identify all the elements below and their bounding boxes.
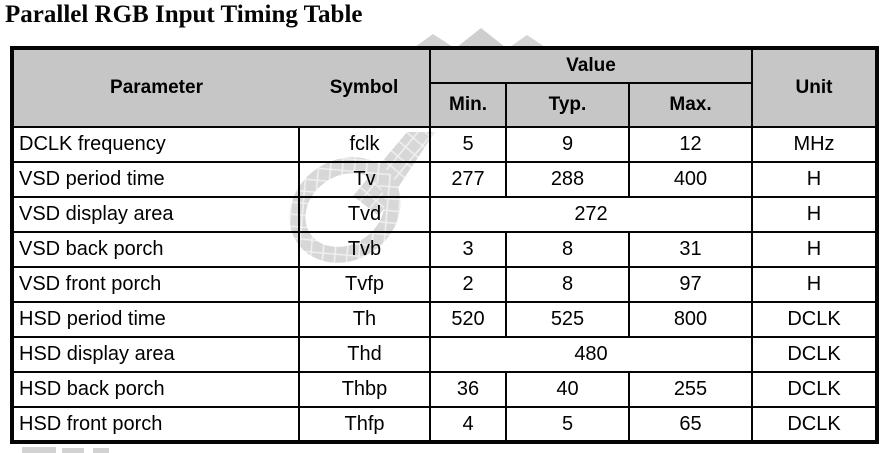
- cell-unit: DCLK: [751, 406, 878, 443]
- cell-parameter: DCLK frequency: [11, 126, 300, 163]
- cell-symbol: Tvfp: [298, 266, 431, 303]
- cell-max: 97: [628, 266, 753, 303]
- col-header-symbol: Symbol: [299, 47, 431, 128]
- col-header-typ: Typ.: [505, 82, 630, 128]
- cell-min: 4: [429, 406, 507, 443]
- cell-symbol: Th: [298, 301, 431, 338]
- cell-unit: MHz: [751, 126, 878, 163]
- page-title: Parallel RGB Input Timing Table: [5, 1, 363, 28]
- cell-parameter: HSD display area: [11, 336, 300, 373]
- cell-parameter: VSD period time: [11, 161, 300, 198]
- cell-parameter: HSD front porch: [11, 406, 300, 443]
- cell-value-merged: 480: [429, 336, 753, 373]
- cell-symbol: fclk: [298, 126, 431, 163]
- table-row: DCLK frequency fclk 5 9 12 MHz: [11, 126, 878, 163]
- table-row: VSD period time Tv 277 288 400 H: [11, 161, 878, 198]
- cell-parameter: VSD back porch: [11, 231, 300, 268]
- table-row: HSD back porch Thbp 36 40 255 DCLK: [11, 371, 878, 408]
- table-row: VSD display area Tvd 272 H: [11, 196, 878, 233]
- col-header-parameter: Parameter: [11, 47, 299, 128]
- cell-max: 255: [628, 371, 753, 408]
- table-row: VSD front porch Tvfp 2 8 97 H: [11, 266, 878, 303]
- cell-symbol: Tvd: [298, 196, 431, 233]
- col-header-value: Value: [429, 47, 753, 84]
- table-row: HSD period time Th 520 525 800 DCLK: [11, 301, 878, 338]
- cell-symbol: Thfp: [298, 406, 431, 443]
- cell-symbol: Tvb: [298, 231, 431, 268]
- cell-max: 65: [628, 406, 753, 443]
- cell-min: 36: [429, 371, 507, 408]
- cell-parameter: HSD back porch: [11, 371, 300, 408]
- cell-unit: DCLK: [751, 336, 878, 373]
- cell-max: 400: [628, 161, 753, 198]
- cell-parameter: HSD period time: [11, 301, 300, 338]
- timing-table: Parameter Symbol Value Unit Min. Typ. Ma…: [10, 46, 879, 444]
- cell-symbol: Thd: [298, 336, 431, 373]
- watermark-fragment: [62, 448, 84, 453]
- cell-symbol: Tv: [298, 161, 431, 198]
- cell-max: 800: [628, 301, 753, 338]
- cell-parameter: VSD front porch: [11, 266, 300, 303]
- table-row: VSD back porch Tvb 3 8 31 H: [11, 231, 878, 268]
- watermark-fragment: [22, 447, 56, 453]
- table-row: HSD front porch Thfp 4 5 65 DCLK: [11, 406, 878, 443]
- cell-min: 2: [429, 266, 507, 303]
- cell-unit: DCLK: [751, 371, 878, 408]
- table-row: HSD display area Thd 480 DCLK: [11, 336, 878, 373]
- cell-min: 3: [429, 231, 507, 268]
- cell-unit: H: [751, 161, 878, 198]
- cell-max: 12: [628, 126, 753, 163]
- cell-typ: 525: [505, 301, 630, 338]
- table-header: Parameter Symbol Value Unit Min. Typ. Ma…: [11, 47, 878, 128]
- table-body: DCLK frequency fclk 5 9 12 MHz VSD perio…: [11, 126, 878, 443]
- col-header-min: Min.: [429, 82, 507, 128]
- watermark-fragment: [93, 448, 109, 453]
- cell-typ: 8: [505, 266, 630, 303]
- cell-min: 277: [429, 161, 507, 198]
- cell-unit: DCLK: [751, 301, 878, 338]
- cell-unit: H: [751, 231, 878, 268]
- cell-unit: H: [751, 196, 878, 233]
- header-row-2: Min. Typ. Max.: [12, 82, 877, 128]
- cell-typ: 8: [505, 231, 630, 268]
- cell-value-merged: 272: [429, 196, 753, 233]
- watermark-peaks-icon: [415, 28, 545, 47]
- col-header-unit: Unit: [751, 47, 878, 128]
- cell-parameter: VSD display area: [11, 196, 300, 233]
- cell-symbol: Thbp: [298, 371, 431, 408]
- cell-min: 5: [429, 126, 507, 163]
- cell-typ: 5: [505, 406, 630, 443]
- cell-typ: 9: [505, 126, 630, 163]
- col-header-max: Max.: [628, 82, 753, 128]
- cell-unit: H: [751, 266, 878, 303]
- cell-typ: 288: [505, 161, 630, 198]
- cell-max: 31: [628, 231, 753, 268]
- cell-typ: 40: [505, 371, 630, 408]
- header-row-1: Parameter Symbol Value Unit: [11, 47, 878, 128]
- cell-min: 520: [429, 301, 507, 338]
